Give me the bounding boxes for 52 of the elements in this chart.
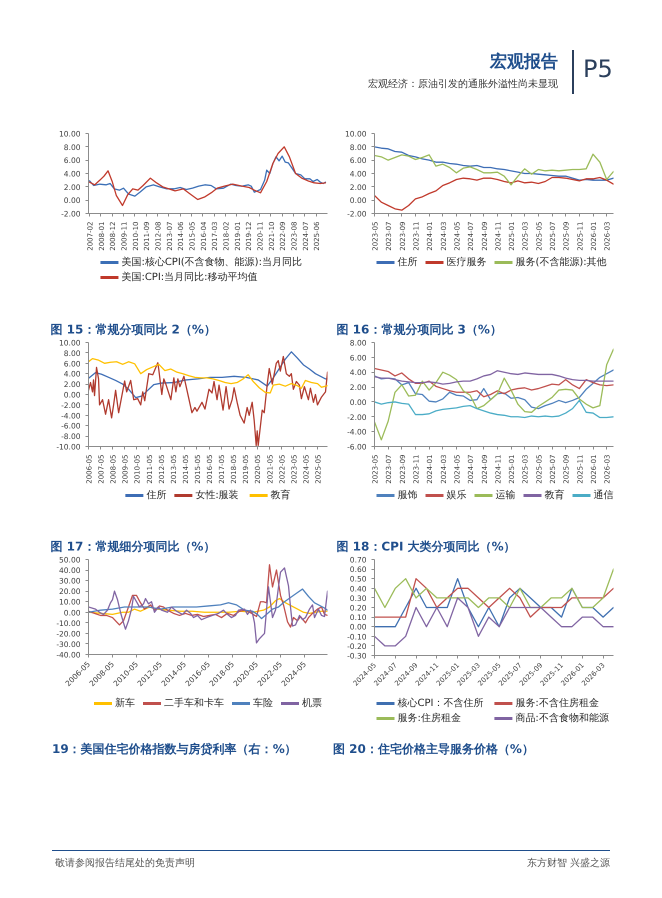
legend-label: 机票 (302, 697, 322, 709)
text: 敬请参阅报告结尾处的免责声明 (55, 857, 195, 871)
line-series (374, 146, 614, 181)
chart-title: 图 18：CPI 大类分项同比（%） (336, 540, 516, 554)
text: P5 (583, 54, 613, 85)
legend-label: 教育 (544, 489, 564, 501)
legend-label: 美国:核心CPI(不含食物、能源):当月同比 (121, 256, 302, 268)
line-series (374, 154, 614, 186)
line-series (88, 588, 328, 620)
line-series (374, 176, 614, 211)
legend-label: 核心CPI：不含住所 (396, 697, 484, 709)
legend-label: 医疗服务 (446, 256, 486, 268)
line-series (374, 368, 614, 398)
legend-label: 女性:服装 (195, 489, 239, 501)
legend-label: 美国:CPI:当月同比:移动平均值 (121, 271, 258, 283)
legend-label: 服务:住房租金 (398, 712, 461, 724)
legend-label: 服务(不含能源):其他 (516, 256, 607, 268)
legend-label: 住所 (398, 256, 418, 268)
line-series (374, 369, 614, 410)
line-series (88, 146, 326, 206)
text: 东方财智 兴盛之源 (526, 857, 610, 871)
line-series (88, 598, 328, 616)
line-series (88, 567, 328, 644)
legend-label: 通信 (594, 489, 614, 501)
legend-label: 新车 (115, 697, 135, 709)
line-series (88, 156, 326, 197)
legend-label: 商品:不含食物和能源 (515, 712, 609, 724)
legend-label: 服务:不含住房租金 (515, 697, 599, 709)
line-series (374, 400, 614, 418)
line-series (374, 348, 614, 440)
legend-label: 运输 (496, 489, 516, 501)
legend-label: 车险 (253, 697, 273, 709)
chart-title: 图 16：常规分项同比 3（%） (336, 322, 502, 336)
text: 宏观报告 (490, 51, 558, 74)
line-series (374, 578, 614, 628)
legend-label: 二手车和卡车 (164, 697, 224, 709)
line-series (88, 351, 328, 398)
chart-title: 图 15：常规分项同比 2（%） (50, 322, 216, 336)
line-series (88, 564, 328, 628)
line-series (374, 370, 614, 385)
legend-label: 住所 (146, 489, 166, 501)
legend-label: 娱乐 (446, 489, 466, 501)
legend-label: 服饰 (398, 489, 418, 501)
chart-title: 图 17：常规细分项同比（%） (50, 540, 216, 554)
text: 19：美国住宅价格指数与房贷利率（右：%） (52, 741, 297, 758)
caption: 图 20：住宅价格主导服务价格（%） (333, 741, 534, 758)
line-series (374, 578, 614, 618)
line-series (88, 358, 328, 394)
line-series (374, 597, 614, 647)
line-series (374, 568, 614, 608)
text: 宏观经济：原油引发的通胀外溢性尚未显现 (368, 78, 558, 92)
legend-label: 教育 (270, 489, 291, 501)
